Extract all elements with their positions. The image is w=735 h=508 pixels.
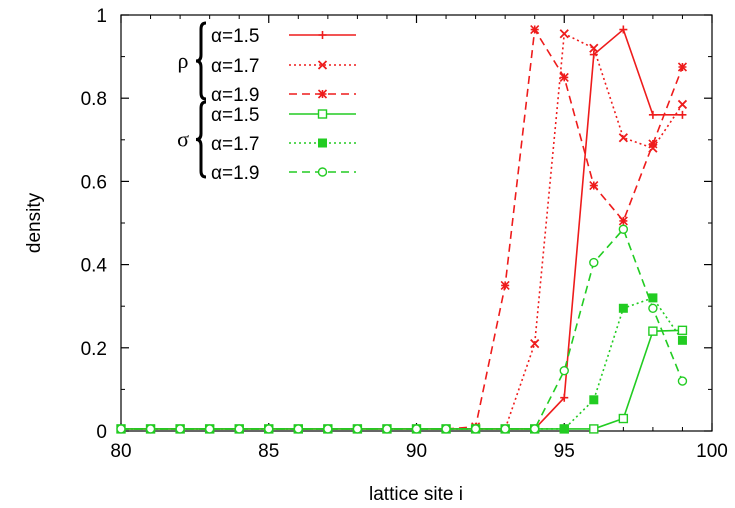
data-point (500, 424, 510, 434)
data-point (589, 395, 599, 405)
legend-brace (195, 21, 207, 101)
data-point (293, 424, 303, 434)
legend-entry-label: α=1.5 (211, 26, 260, 47)
y-tick-label: 0.8 (81, 89, 107, 110)
legend-entry-marker (317, 60, 328, 70)
data-point (648, 139, 658, 149)
data-point (530, 424, 540, 434)
tick-labels: 80 85 90 95 100 0 0.2 0.4 0.6 0.8 1 (81, 6, 728, 462)
legend-brace (195, 100, 207, 179)
series-line (121, 329, 683, 430)
series-line (121, 27, 684, 430)
data-point (618, 224, 629, 234)
data-point (530, 24, 540, 35)
series-6 (116, 224, 688, 434)
data-point (352, 424, 363, 434)
data-point (677, 376, 688, 386)
data-point (618, 216, 628, 226)
data-point (175, 424, 185, 434)
data-point (323, 424, 333, 434)
series-line (121, 227, 684, 430)
legend-entry-marker (318, 138, 327, 148)
data-point (619, 25, 628, 34)
legend-entry-label: α=1.5 (211, 105, 260, 126)
data-point (264, 424, 274, 434)
data-point (559, 29, 569, 39)
data-point (618, 133, 628, 143)
legend-group-symbol: ρ (178, 48, 189, 73)
y-tick-label: 0.6 (81, 172, 107, 193)
legend-entry-label: α=1.9 (211, 85, 260, 106)
data-point (677, 99, 688, 110)
legend: ρ α=1.5 α=1.7 α=1.9 σ α=1.5 α=1.7 α=1.9 (177, 21, 356, 184)
data-point (677, 335, 687, 345)
data-point (559, 72, 569, 82)
series-line (121, 296, 684, 430)
y-tick-label: 1 (96, 6, 107, 27)
data-point (589, 257, 599, 268)
data-point (559, 424, 569, 434)
data-point (470, 424, 481, 434)
y-tick-label: 0.2 (81, 339, 107, 360)
x-tick-label: 100 (696, 441, 728, 462)
legend-entry-marker (318, 31, 327, 39)
legend-entry-label: α=1.7 (211, 134, 260, 155)
data-point (530, 339, 540, 349)
data-point (677, 62, 688, 72)
x-tick-label: 85 (258, 441, 279, 462)
data-point (648, 303, 658, 313)
data-point (441, 424, 451, 434)
data-point (204, 424, 215, 434)
tick-marks (120, 14, 713, 432)
legend-entry-marker (317, 167, 328, 177)
data-point (589, 424, 599, 434)
series-5 (116, 293, 687, 434)
data-point (234, 424, 244, 434)
data-point (145, 424, 156, 434)
legend-entry-marker (317, 109, 328, 119)
legend-entry-marker (317, 89, 328, 99)
data-point (648, 326, 658, 336)
x-axis-label: lattice site i (369, 484, 463, 505)
data-point (116, 424, 126, 434)
data-point (648, 110, 657, 119)
y-tick-label: 0.4 (81, 256, 108, 277)
series-line (121, 32, 684, 430)
data-point (500, 280, 510, 290)
data-point (618, 413, 629, 424)
data-point (618, 303, 628, 313)
x-tick-label: 80 (110, 441, 131, 462)
data-point (560, 393, 569, 402)
y-tick-label: 0 (96, 422, 107, 443)
data-point (677, 325, 688, 336)
data-point (411, 424, 422, 434)
data-point (678, 110, 687, 119)
y-axis-label: density (24, 192, 45, 253)
series-layer (116, 24, 688, 434)
legend-entry-label: α=1.9 (211, 163, 260, 184)
data-point (559, 365, 569, 376)
data-point (382, 424, 392, 434)
data-point (589, 180, 599, 191)
data-point (648, 293, 658, 303)
data-point (589, 43, 599, 53)
series-line (121, 28, 683, 430)
legend-group-symbol: σ (177, 127, 189, 152)
legend-entry-label: α=1.7 (211, 56, 260, 77)
x-tick-label: 95 (554, 441, 575, 462)
x-tick-label: 90 (406, 441, 427, 462)
